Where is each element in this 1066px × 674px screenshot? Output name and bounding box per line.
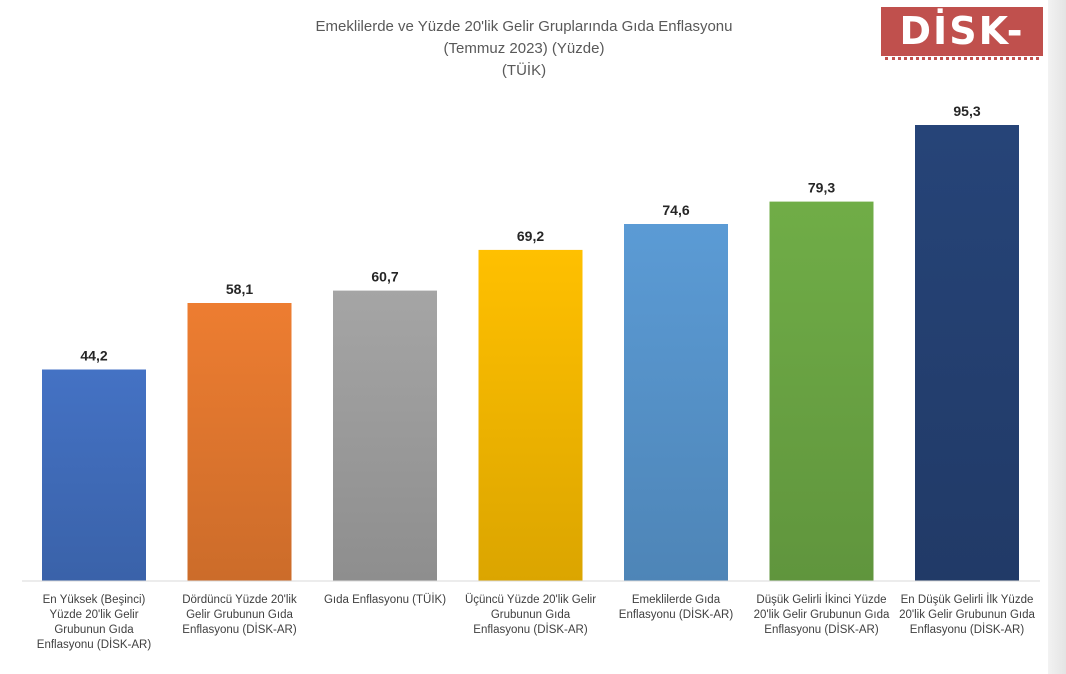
- value-labels-layer: 44,2 58,1 60,7 69,2 74,6 79,3 95,3: [80, 103, 980, 364]
- category-label-5: Emeklilerde Gıda Enflasyonu (DİSK-AR): [618, 594, 734, 621]
- value-label-2: 58,1: [226, 281, 253, 297]
- category-label-6: Düşük Gelirli İkinci Yüzde 20'lik Gelir …: [753, 594, 890, 636]
- bars-layer: [42, 125, 1019, 581]
- chart-source: (TÜİK): [501, 62, 547, 79]
- logo-tagline: [885, 57, 1039, 63]
- bar-4: [478, 249, 583, 581]
- bar-5: [624, 224, 728, 581]
- category-label-1: En Yüksek (Beşinci) Yüzde 20'lik Gelir G…: [36, 594, 152, 651]
- chart-subtitle: (Temmuz 2023) (Yüzde): [443, 40, 605, 57]
- diskar-logo: DİSK-AR: [881, 7, 1043, 97]
- category-label-4: Üçüncü Yüzde 20'lik Gelir Grubunun Gıda …: [464, 594, 597, 636]
- category-label-2: Dördüncü Yüzde 20'lik Gelir Grubunun Gıd…: [182, 594, 297, 636]
- value-label-3: 60,7: [371, 269, 398, 285]
- bar-1: [42, 369, 146, 581]
- value-label-7: 95,3: [953, 103, 980, 119]
- logo-tagline-strip: [881, 56, 1043, 68]
- bar-2: [187, 303, 292, 581]
- bar-7: [915, 125, 1019, 581]
- page-edge: [1048, 0, 1066, 674]
- bar-3: [333, 290, 437, 581]
- category-label-7: En Düşük Gelirli İlk Yüzde 20'lik Gelir …: [899, 594, 1035, 636]
- bar-6: [769, 201, 874, 581]
- category-label-3: Gıda Enflasyonu (TÜİK): [323, 594, 447, 606]
- value-label-6: 79,3: [808, 180, 835, 196]
- chart-title: Emeklilerde ve Yüzde 20'lik Gelir Grupla…: [315, 18, 733, 35]
- value-label-5: 74,6: [662, 202, 689, 218]
- value-label-1: 44,2: [80, 348, 107, 364]
- value-label-4: 69,2: [517, 228, 544, 244]
